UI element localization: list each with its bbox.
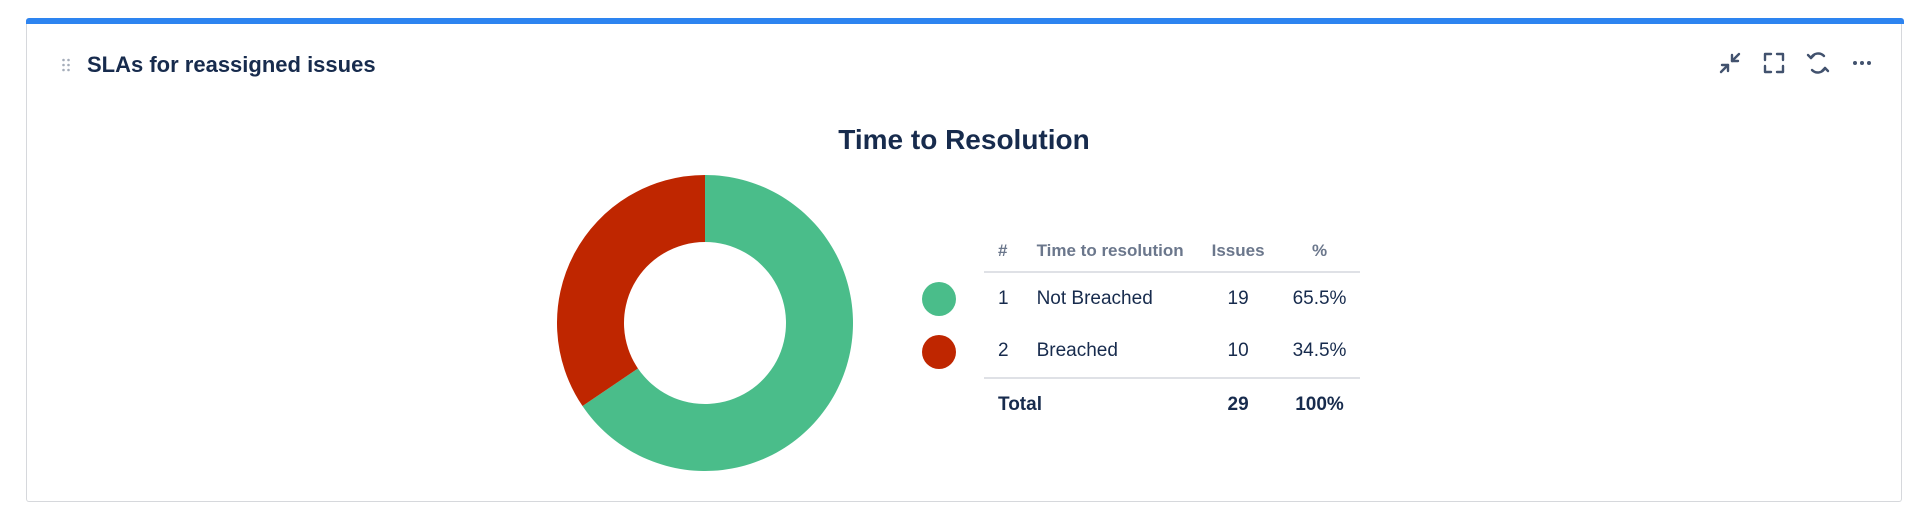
- legend-swatch-breached: [922, 334, 956, 369]
- legend-header-percent: %: [1278, 231, 1361, 273]
- legend-swatch-not-breached: [922, 281, 956, 316]
- donut-chart-svg: [557, 175, 853, 471]
- legend-total-row: Total 29 100%: [922, 378, 1360, 431]
- legend-total-label: Total: [998, 394, 1042, 415]
- legend-table: # Time to resolution Issues % 1 Not Brea…: [922, 231, 1361, 431]
- legend-total-percent-link[interactable]: 100%: [1295, 394, 1344, 415]
- fullscreen-icon[interactable]: [1761, 50, 1787, 76]
- legend-percent-link[interactable]: 34.5%: [1278, 325, 1361, 379]
- donut-chart: [557, 175, 853, 471]
- legend-header-swatch: [922, 231, 984, 272]
- legend-header-row: # Time to resolution Issues %: [922, 231, 1361, 273]
- legend-label: Not Breached: [1036, 288, 1153, 309]
- legend-percent-link[interactable]: 65.5%: [1292, 288, 1347, 309]
- legend-total-issues-link[interactable]: 29: [1227, 394, 1249, 415]
- gadget-actions: [1717, 50, 1875, 76]
- donut-slice-breached[interactable]: [557, 175, 705, 407]
- legend-issues-link[interactable]: 19: [1227, 288, 1249, 309]
- legend-row-breached: 2 Breached 10 34.5%: [922, 325, 1361, 379]
- legend-index: 1: [998, 288, 1009, 309]
- chart-title: Time to Resolution: [838, 124, 1090, 155]
- gadget-title: SLAs for reassigned issues: [87, 52, 376, 77]
- minimize-icon[interactable]: [1717, 50, 1743, 76]
- legend-index: 2: [984, 325, 1023, 379]
- gadget-accent-bar: [26, 18, 1904, 24]
- refresh-icon[interactable]: [1805, 50, 1831, 76]
- more-icon[interactable]: [1849, 50, 1875, 76]
- sla-gadget: SLAs for reassigned issues: [26, 18, 1904, 502]
- legend-row-not-breached: 1 Not Breached 19 65.5%: [922, 272, 1360, 325]
- legend-header-index: #: [984, 231, 1023, 273]
- legend-header-issues: Issues: [1197, 231, 1279, 273]
- drag-handle-icon[interactable]: [61, 58, 71, 72]
- legend-label: Breached: [1022, 325, 1198, 379]
- legend-header-label: Time to resolution: [1022, 231, 1198, 273]
- legend-issues-link[interactable]: 10: [1197, 325, 1279, 379]
- donut-slice-not-breached[interactable]: [582, 175, 853, 471]
